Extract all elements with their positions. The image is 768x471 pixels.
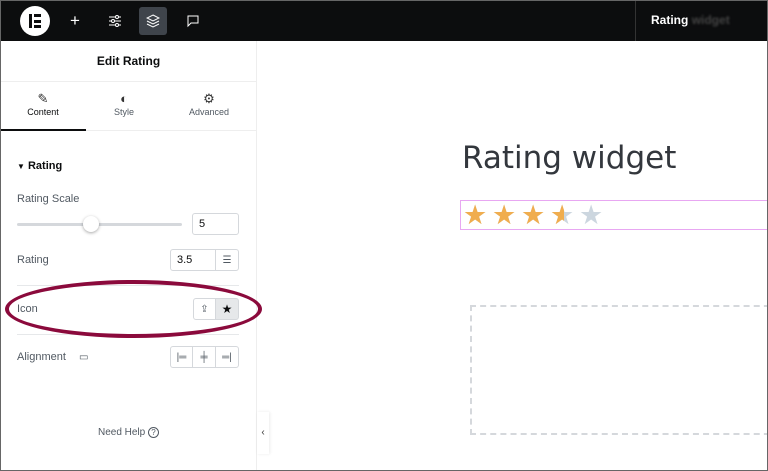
rating-star-fill: ★ [550,201,564,229]
desktop-icon[interactable]: ▭ [78,352,89,363]
need-help-link[interactable]: Need Help ? [0,427,257,438]
rating-widget[interactable]: ★ ★ ★ ★ ★ ★ ★ ★ ★ [460,200,768,230]
rating-star-fill: ★ [492,201,517,229]
align-left-icon: |═ [176,351,187,363]
chevron-left-icon: ‹ [261,427,265,438]
align-left-button[interactable]: |═ [170,346,193,368]
sliders-icon[interactable] [101,7,129,35]
pencil-icon: ✎ [37,91,49,106]
align-right-icon: ═| [222,351,232,363]
rating-star: ★ ★ [463,201,492,229]
elementor-logo-icon[interactable] [20,6,50,36]
rating-label: Rating [17,254,49,266]
comment-icon[interactable] [179,7,207,35]
layers-icon[interactable] [139,7,167,35]
rating-scale-label: Rating Scale [17,193,80,205]
empty-drop-area[interactable] [470,305,768,435]
align-center-icon: ╪ [200,351,208,363]
slider-handle[interactable] [83,216,100,232]
gear-icon: ⚙ [203,91,215,106]
rating-star: ★ ★ [521,201,550,229]
rating-scale-input[interactable]: 5 [192,213,239,235]
document-title[interactable]: Rating widget (Draft) [635,0,768,68]
alignment-label: Alignment ▭ [17,351,89,363]
tab-style[interactable]: ◐ Style [81,83,167,131]
caret-down-icon: ▼ [17,162,25,171]
half-circle-icon: ◐ [120,91,128,106]
editor-panel: Edit Rating ✎ Content ◐ Style ⚙ Advanced ▼ … [0,41,257,471]
highlight-annotation [5,280,262,338]
rating-star-fill: ★ [521,201,546,229]
section-rating-toggle[interactable]: ▼ Rating [17,160,63,172]
redacted-text: widget [691,13,730,27]
tab-content[interactable]: ✎ Content [0,83,86,131]
panel-tabs: ✎ Content ◐ Style ⚙ Advanced [0,83,257,131]
align-center-button[interactable]: ╪ [192,346,216,368]
rating-star: ★ ★ [550,199,575,230]
dynamic-tags-button[interactable]: ☰ [215,249,239,271]
rating-star-fill: ★ [463,201,488,229]
plus-icon[interactable]: + [70,11,80,30]
database-icon: ☰ [222,254,232,266]
help-icon: ? [148,427,160,438]
collapse-panel-button[interactable]: ‹ [257,412,269,454]
panel-title: Edit Rating [0,41,257,82]
rating-star: ★ [579,199,604,230]
widget-heading: Rating widget [462,140,677,176]
rating-scale-slider[interactable] [17,223,182,226]
rating-input[interactable]: 3.5 [170,249,216,271]
tab-advanced[interactable]: ⚙ Advanced [166,83,252,131]
rating-star: ★ ★ [492,201,521,229]
top-bar: + Rating widget (Draft) [0,0,768,68]
draft-status: (Draft) [651,54,687,68]
align-right-button[interactable]: ═| [215,346,239,368]
